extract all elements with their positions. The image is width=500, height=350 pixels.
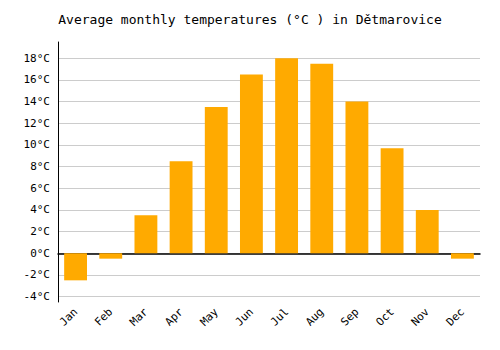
svg-text:Sep: Sep [338, 305, 361, 328]
svg-text:Oct: Oct [373, 305, 396, 328]
svg-text:14°C: 14°C [24, 95, 51, 108]
svg-text:Average monthly temperatures (: Average monthly temperatures (°C ) in Dě… [58, 12, 442, 27]
svg-text:0°C: 0°C [30, 247, 50, 260]
svg-text:4°C: 4°C [30, 203, 50, 216]
svg-text:Jun: Jun [233, 305, 256, 328]
svg-text:Mar: Mar [127, 305, 150, 328]
svg-text:2°C: 2°C [30, 225, 50, 238]
svg-text:12°C: 12°C [24, 117, 51, 130]
svg-text:Aug: Aug [303, 305, 326, 328]
svg-text:8°C: 8°C [30, 160, 50, 173]
svg-text:16°C: 16°C [24, 73, 51, 86]
svg-text:Jan: Jan [57, 305, 80, 328]
svg-text:6°C: 6°C [30, 182, 50, 195]
svg-text:Jul: Jul [268, 305, 291, 328]
svg-text:18°C: 18°C [24, 52, 51, 65]
svg-text:10°C: 10°C [24, 138, 51, 151]
svg-text:-2°C: -2°C [24, 268, 51, 281]
svg-text:Feb: Feb [92, 305, 115, 328]
svg-text:Apr: Apr [162, 305, 185, 328]
svg-text:May: May [198, 305, 221, 328]
svg-text:Dec: Dec [444, 305, 467, 328]
svg-text:-4°C: -4°C [24, 290, 51, 303]
svg-text:Nov: Nov [409, 305, 432, 328]
